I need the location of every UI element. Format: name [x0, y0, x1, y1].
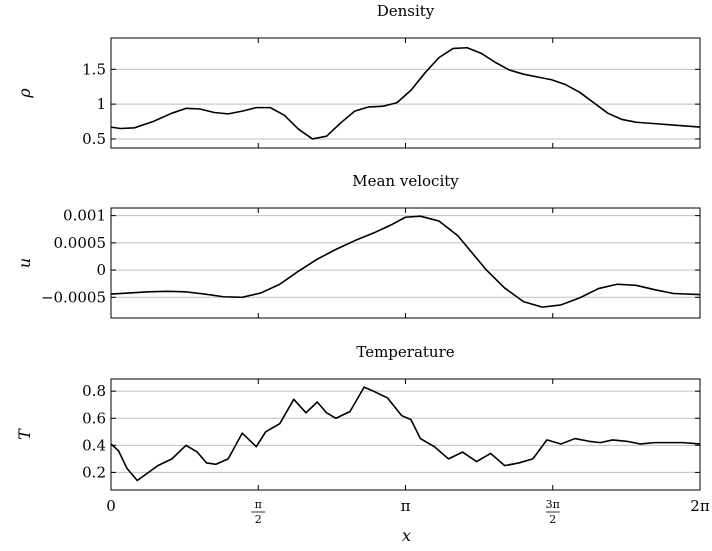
x-tick-label: π2: [251, 498, 266, 526]
plot-frame: [110, 207, 701, 319]
panel-title: Density: [377, 2, 435, 20]
panel-2: Mean velocity −0.0005 0 0.0005 0.001 u: [15, 172, 701, 319]
series-line: [110, 386, 701, 482]
x-tick-numerator: π: [255, 498, 262, 511]
x-tick-label: 2π: [690, 497, 710, 515]
x-axis-label: x: [402, 526, 411, 545]
y-axis-label: T: [15, 428, 34, 440]
x-tick-label: π: [401, 497, 411, 515]
plot-frame: [110, 37, 701, 149]
series-line: [110, 46, 701, 140]
plot-frame: [110, 378, 701, 491]
y-axis-label: ρ: [15, 88, 34, 99]
x-tick-label: 3π2: [546, 498, 560, 526]
panel-title: Temperature: [356, 343, 454, 361]
y-tick-label: 1.5: [82, 60, 106, 78]
x-tick-label: 0: [106, 497, 116, 515]
x-tick-denominator: 2: [255, 513, 262, 526]
y-tick-label: 0.6: [82, 409, 106, 427]
y-tick-label: 0.5: [82, 130, 106, 148]
y-tick-label: 0: [96, 261, 106, 279]
y-tick-label: 0.0005: [54, 234, 107, 252]
y-tick-label: −0.0005: [41, 288, 106, 306]
y-tick-label: 1: [96, 95, 106, 113]
x-tick-denominator: 2: [549, 513, 556, 526]
y-tick-label: 0.8: [82, 382, 106, 400]
x-tick-numerator: 3π: [546, 498, 560, 511]
y-tick-label: 0.001: [63, 207, 106, 225]
y-axis-label: u: [15, 258, 34, 268]
panel-title: Mean velocity: [352, 172, 459, 190]
y-tick-label: 0.2: [82, 463, 106, 481]
panel-1: Density 0.5 1 1.5 ρ: [15, 2, 701, 149]
y-tick-label: 0.4: [82, 436, 106, 454]
series-line: [110, 215, 701, 308]
